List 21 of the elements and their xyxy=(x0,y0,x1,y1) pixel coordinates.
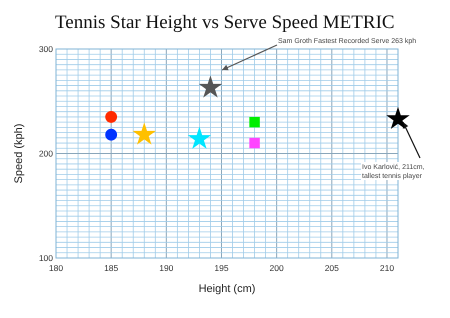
point xyxy=(198,75,222,98)
point xyxy=(249,138,260,148)
point xyxy=(105,128,118,141)
x-tick-label: 195 xyxy=(214,263,229,273)
y-tick-label: 100 xyxy=(38,253,54,263)
point xyxy=(249,116,260,128)
x-tick-label: 180 xyxy=(48,263,64,273)
x-tick-label: 185 xyxy=(104,263,119,273)
x-axis-title: Height (cm) xyxy=(198,283,256,295)
point xyxy=(105,111,118,123)
x-tick-label: 190 xyxy=(159,263,174,273)
y-tick-label: 200 xyxy=(38,148,54,158)
x-tick-label: 205 xyxy=(324,263,340,273)
point xyxy=(188,126,212,149)
chart-title: Tennis Star Height vs Serve Speed METRIC xyxy=(55,12,395,33)
y-axis-title: Speed (kph) xyxy=(13,124,25,184)
point xyxy=(386,106,410,129)
y-tick-label: 300 xyxy=(38,44,54,54)
point xyxy=(132,122,156,145)
x-tick-label: 200 xyxy=(270,263,284,273)
x-tick-label: 210 xyxy=(380,263,394,273)
